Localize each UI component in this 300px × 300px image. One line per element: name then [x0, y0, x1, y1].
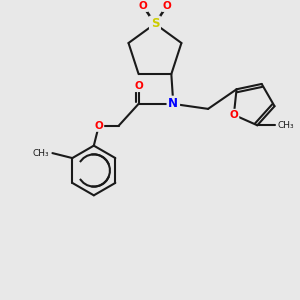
Text: O: O: [94, 121, 103, 131]
Text: O: O: [230, 110, 238, 120]
Text: CH₃: CH₃: [33, 148, 50, 158]
Text: O: O: [163, 1, 171, 11]
Text: N: N: [168, 98, 178, 110]
Text: S: S: [151, 17, 159, 30]
Text: CH₃: CH₃: [277, 121, 294, 130]
Text: O: O: [139, 1, 147, 11]
Text: O: O: [134, 81, 143, 91]
